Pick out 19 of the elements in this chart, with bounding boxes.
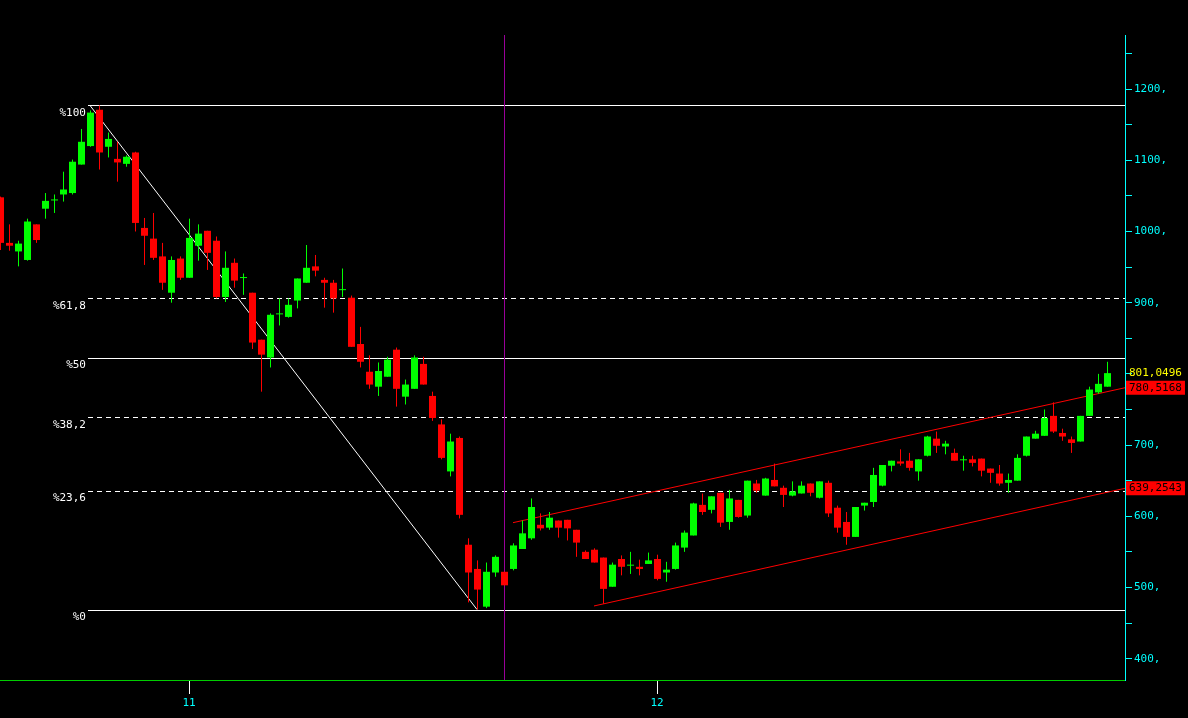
y-tick-label: 1100, bbox=[1134, 153, 1168, 167]
y-tick-label: 900, bbox=[1134, 295, 1161, 309]
annotation: %0 bbox=[72, 609, 86, 623]
annotation: 801,0496 bbox=[1129, 365, 1182, 379]
y-tick-label: 400, bbox=[1134, 651, 1161, 665]
annotation: %38,2 bbox=[52, 417, 86, 431]
annotation: %50 bbox=[66, 357, 86, 371]
annotation: 780,5168 bbox=[1129, 380, 1182, 394]
y-tick-label: 600, bbox=[1134, 509, 1161, 523]
y-tick-label: 700, bbox=[1134, 437, 1161, 451]
annotation: %100 bbox=[59, 105, 86, 119]
y-tick-label: 500, bbox=[1134, 580, 1161, 594]
annotation: %23,6 bbox=[52, 490, 86, 504]
annotation: 639,2543 bbox=[1129, 481, 1182, 495]
annotation: %61,8 bbox=[52, 298, 86, 312]
x-tick-label: 12 bbox=[650, 696, 664, 710]
y-tick-label: 1000, bbox=[1134, 224, 1168, 238]
x-tick-label: 11 bbox=[182, 696, 196, 710]
y-tick-label: 1200, bbox=[1134, 81, 1168, 95]
